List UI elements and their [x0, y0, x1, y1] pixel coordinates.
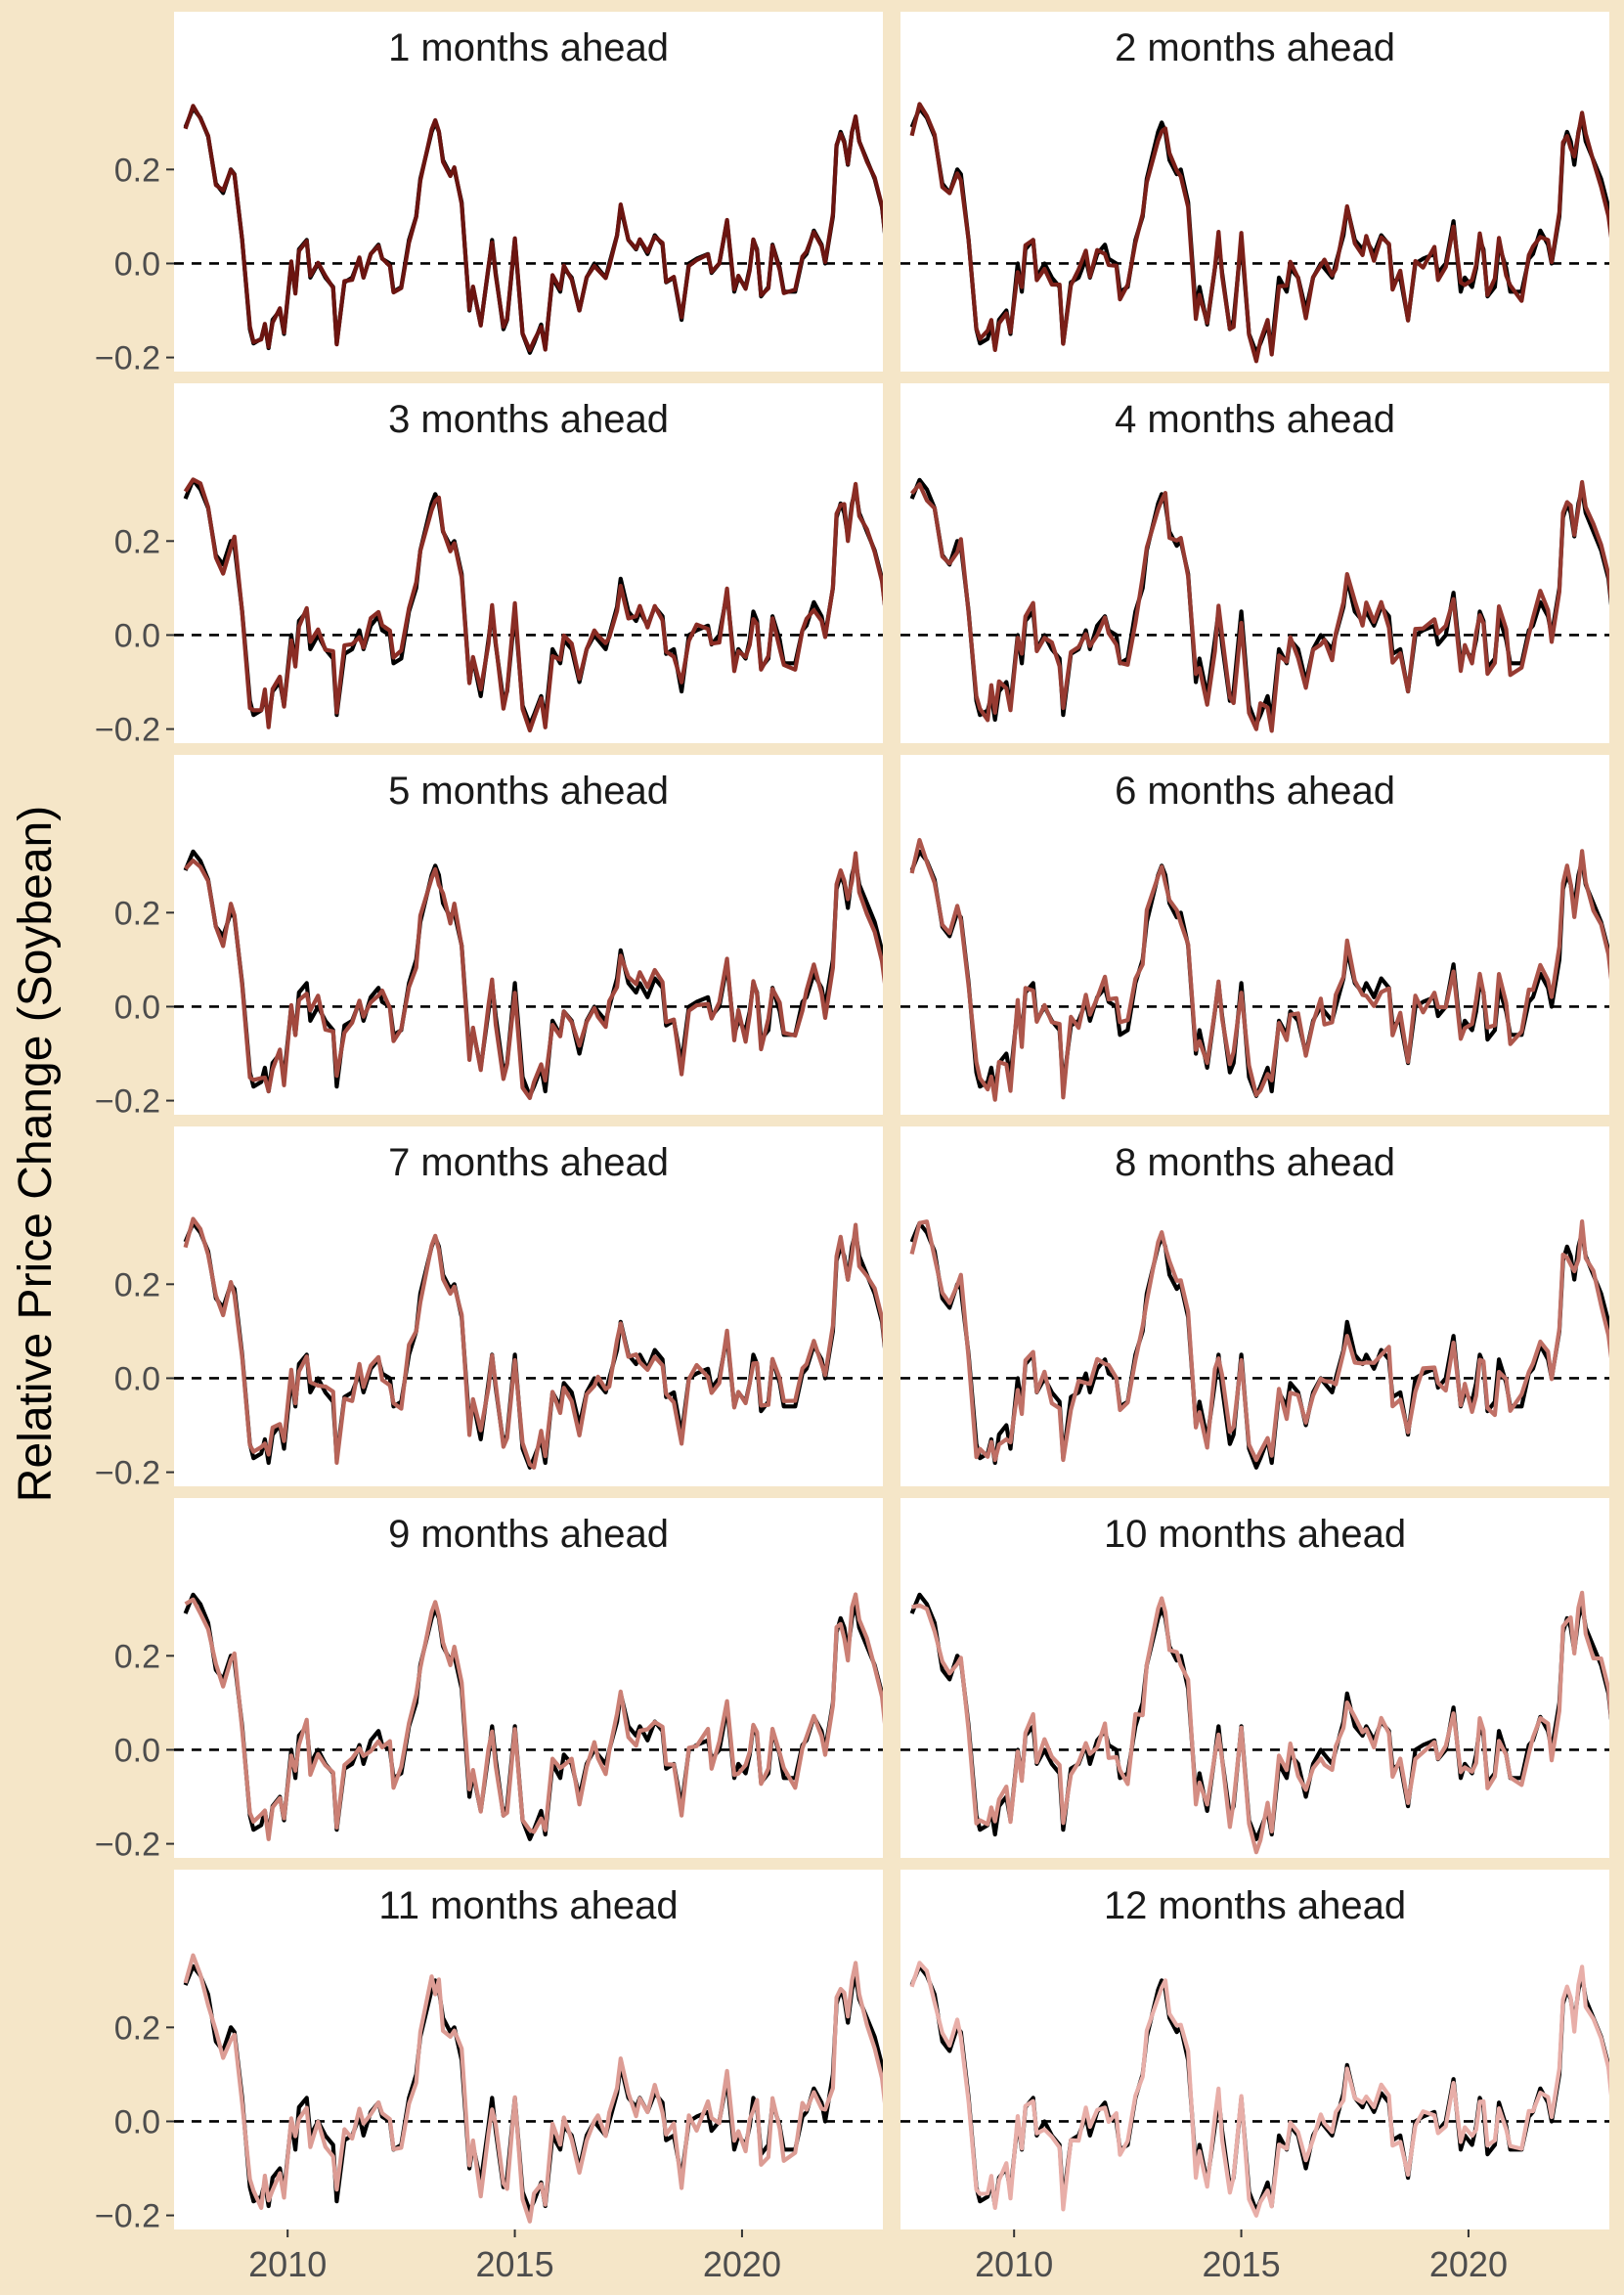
- panel-background: [900, 1126, 1609, 1486]
- panel-title: 10 months ahead: [1104, 1513, 1406, 1556]
- panel-background: [174, 1498, 883, 1858]
- panel-title: 4 months ahead: [1115, 398, 1395, 441]
- panels: 1 months ahead −0.2 0.0 0.2 2 months ahead 3 …: [95, 12, 1609, 2235]
- panel: 4 months ahead: [900, 383, 1609, 743]
- panel-title: 8 months ahead: [1115, 1141, 1395, 1184]
- x-tick-label: 2010: [975, 2244, 1053, 2284]
- y-tick-label: 0.0: [114, 2103, 160, 2141]
- y-tick-label: 0.0: [114, 617, 160, 654]
- y-tick-label: −0.2: [95, 712, 160, 749]
- y-tick-label: 0.0: [114, 245, 160, 283]
- x-tick-label: 2015: [1203, 2244, 1281, 2284]
- forecast-series-line: [184, 851, 883, 1100]
- y-tick-label: 0.2: [114, 1266, 160, 1303]
- panel-title: 1 months ahead: [388, 26, 669, 69]
- panel-title: 7 months ahead: [388, 1141, 669, 1184]
- panel: 9 months ahead −0.2 0.0 0.2: [95, 1498, 883, 1864]
- panel-background: [900, 1870, 1609, 2229]
- forecast-series-line: [183, 1953, 883, 2224]
- panel-title: 11 months ahead: [378, 1884, 678, 1927]
- y-tick-label: 0.2: [114, 1638, 160, 1675]
- y-tick-label: 0.2: [114, 152, 160, 189]
- panel: 1 months ahead −0.2 0.0 0.2: [95, 12, 883, 377]
- y-tick-label: −0.2: [95, 1455, 160, 1492]
- y-axis-label: Relative Price Change (Soybean): [10, 806, 62, 1502]
- y-tick-label: 0.2: [114, 523, 160, 560]
- panel: 8 months ahead: [900, 1126, 1609, 1486]
- forecast-series-line: [909, 479, 1609, 733]
- x-tick-label: 2020: [703, 2244, 781, 2284]
- forecast-series-line: [909, 102, 1609, 364]
- panel: 3 months ahead −0.2 0.0 0.2: [95, 383, 883, 749]
- panel: 11 months ahead −0.2 0.0 0.2: [95, 1870, 883, 2235]
- panel-background: [174, 12, 883, 372]
- forecast-series-line: [183, 477, 883, 733]
- panel-background: [900, 12, 1609, 372]
- panel-background: [174, 383, 883, 743]
- panel: 2 months ahead: [900, 12, 1609, 372]
- panel: 12 months ahead: [900, 1870, 1609, 2229]
- forecast-series-line: [909, 1219, 1609, 1463]
- x-tick-label: 2020: [1429, 2244, 1508, 2284]
- panel: 7 months ahead −0.2 0.0 0.2: [95, 1126, 883, 1492]
- forecast-series-line: [183, 104, 883, 353]
- x-axis: 2010 2015 2020 2010 2015 2020: [248, 2229, 1508, 2284]
- forecast-series-line: [911, 1590, 1609, 1855]
- panel-title: 2 months ahead: [1115, 26, 1395, 69]
- panel-background: [174, 1870, 883, 2229]
- forecast-series-line: [183, 1216, 883, 1470]
- y-tick-label: −0.2: [95, 2198, 160, 2235]
- panel: 10 months ahead: [900, 1498, 1609, 1858]
- panel-title: 3 months ahead: [388, 398, 669, 441]
- panel: 5 months ahead −0.2 0.0 0.2: [95, 755, 883, 1121]
- forecast-series-line: [184, 1592, 883, 1841]
- x-tick-label: 2010: [248, 2244, 327, 2284]
- panel-title: 6 months ahead: [1115, 770, 1395, 813]
- panel-title: 12 months ahead: [1104, 1884, 1406, 1927]
- y-tick-label: 0.0: [114, 989, 160, 1026]
- panel-background: [174, 755, 883, 1115]
- y-tick-label: −0.2: [95, 1083, 160, 1121]
- panel-background: [900, 383, 1609, 743]
- panel-title: 5 months ahead: [388, 770, 669, 813]
- panel-background: [900, 1498, 1609, 1858]
- y-tick-label: 0.2: [114, 2009, 160, 2047]
- x-tick-label: 2015: [476, 2244, 554, 2284]
- y-tick-label: 0.0: [114, 1360, 160, 1397]
- y-tick-label: −0.2: [95, 340, 160, 377]
- panel: 6 months ahead: [900, 755, 1609, 1115]
- panel-title: 9 months ahead: [388, 1513, 669, 1556]
- forecast-series-line: [909, 837, 1609, 1102]
- y-tick-label: 0.0: [114, 1732, 160, 1769]
- y-tick-label: −0.2: [95, 1827, 160, 1864]
- panel-background: [174, 1126, 883, 1486]
- panel-background: [900, 755, 1609, 1115]
- y-tick-label: 0.2: [114, 895, 160, 932]
- forecast-series-line: [909, 1961, 1609, 2218]
